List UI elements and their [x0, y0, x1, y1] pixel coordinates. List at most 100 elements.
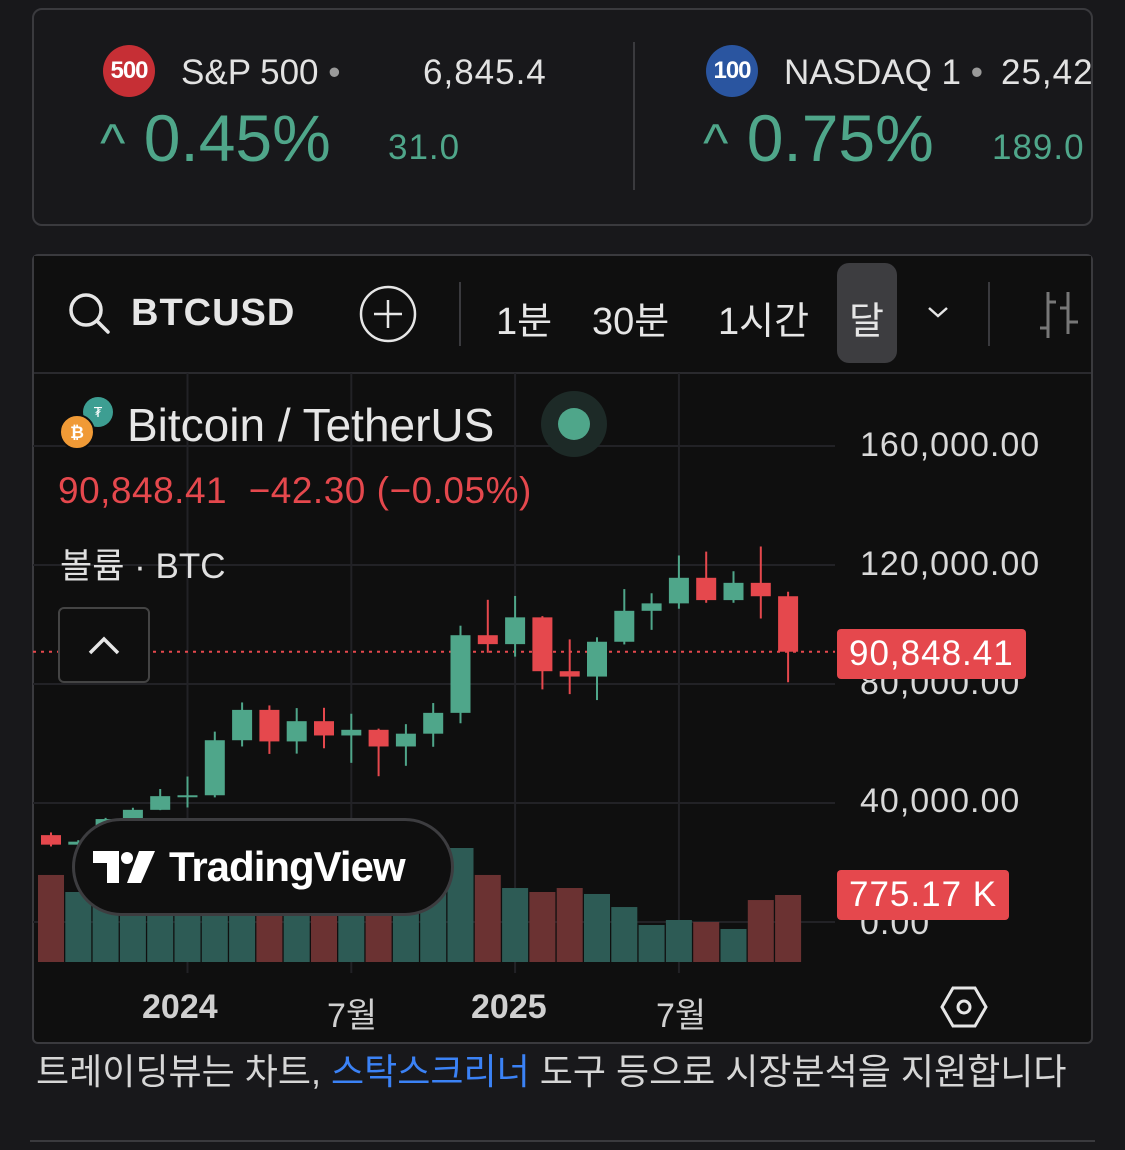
settings-icon[interactable] — [940, 985, 988, 1029]
search-icon[interactable] — [66, 290, 112, 336]
time-axis-label: 2024 — [142, 988, 218, 1026]
price-change: −42.30 (−0.05%) — [248, 470, 532, 511]
change-percent: 0.75% — [746, 101, 934, 175]
candle-body — [723, 582, 744, 601]
ticker-name: S&P 500 — [181, 53, 319, 92]
watermark-text: TradingView — [169, 843, 406, 890]
volume-bar — [611, 907, 638, 962]
price-axis-label: 120,000.00 — [860, 545, 1041, 583]
sp500-badge-text: 500 — [110, 57, 148, 84]
volume-legend[interactable]: 볼륨 · BTC — [60, 547, 226, 586]
ticker-name: NASDAQ 1 — [784, 53, 961, 92]
nasdaq-badge: 100 — [706, 45, 758, 97]
candle-body — [532, 617, 553, 672]
volume-bar — [747, 900, 774, 962]
tradingview-logo-icon — [93, 851, 155, 883]
volume-bar — [502, 888, 529, 962]
time-axis-label: 7월 — [327, 997, 378, 1035]
bar-style-icon[interactable] — [1036, 288, 1082, 342]
toolbar-separator — [459, 282, 461, 346]
stock-screener-link[interactable]: 스탁스크리너 — [330, 1051, 530, 1092]
candle-body — [750, 582, 771, 597]
volume-bar — [474, 874, 501, 962]
candle-body — [150, 796, 171, 810]
last-volume-tag: 775.17 K — [837, 870, 1010, 920]
candle-body — [177, 795, 198, 798]
candle-body — [505, 617, 526, 645]
candle-body — [587, 641, 607, 677]
candle-body — [395, 733, 416, 747]
arrow-up-icon: ^ — [100, 113, 126, 173]
candle-body — [423, 712, 444, 734]
market-status-dot: • — [970, 53, 983, 92]
ticker-divider — [633, 42, 635, 190]
volume-bar — [529, 891, 556, 962]
svg-text:₿: ₿ — [70, 423, 84, 443]
time-axis-label: 2025 — [471, 988, 547, 1026]
candle-body — [286, 721, 307, 742]
chevron-up-icon — [88, 636, 120, 655]
ticker-nasdaq-change: ^ 0.75% — [703, 100, 934, 176]
volume-bar — [584, 893, 610, 962]
ticker-nasdaq-change-abs: 189.0 — [992, 128, 1085, 167]
collapse-legend-button[interactable] — [58, 607, 150, 683]
candle-body — [232, 709, 253, 741]
ticker-nasdaq-name[interactable]: NASDAQ 1 • — [784, 53, 983, 93]
volume-bar — [638, 925, 665, 962]
candle-body — [668, 577, 689, 604]
volume-bar — [38, 874, 64, 962]
sp500-badge: 500 — [103, 45, 155, 97]
ticker-sp500-change-abs: 31.0 — [388, 128, 461, 167]
candle-body — [314, 721, 334, 736]
symbol-search-button[interactable]: BTCUSD — [131, 292, 296, 334]
volume-bar — [775, 895, 802, 962]
candle-body — [450, 635, 471, 713]
volume-bar — [665, 919, 692, 962]
toolbar-separator — [988, 282, 990, 346]
candle-body — [259, 709, 280, 742]
candle-body — [614, 610, 635, 642]
ticker-sp500-price: 6,845.4 — [423, 53, 547, 92]
change-percent: 0.45% — [143, 101, 331, 175]
symbol-title[interactable]: Bitcoin / TetherUS — [127, 399, 495, 451]
candle-body — [559, 671, 580, 677]
nasdaq-badge-text: 100 — [713, 57, 751, 84]
price-axis-label: 40,000.00 — [860, 782, 1021, 820]
ticker-card — [32, 8, 1093, 226]
volume-bar — [65, 891, 92, 962]
timeframe-1min[interactable]: 1분 — [496, 301, 553, 343]
volume-bar — [720, 928, 747, 962]
status-dot-icon — [558, 408, 590, 440]
last-price: 90,848.41 — [58, 470, 228, 511]
price-axis-label: 160,000.00 — [860, 426, 1041, 464]
candle-body — [204, 740, 225, 796]
candle-body — [341, 729, 362, 736]
candle-body — [778, 596, 799, 652]
timeframe-1hour[interactable]: 1시간 — [718, 301, 810, 343]
candle-body — [41, 835, 61, 845]
ticker-sp500-name[interactable]: S&P 500 • — [181, 53, 341, 93]
candle-body — [696, 577, 717, 601]
chevron-down-icon[interactable] — [925, 302, 951, 322]
footer-text: 트레이딩뷰는 차트, 스탁스크리너 도구 등으로 시장분석을 지원합니다 — [36, 1043, 1067, 1095]
candle-body — [368, 729, 389, 747]
tradingview-logo[interactable]: TradingView — [72, 818, 454, 916]
chart-toolbar — [34, 256, 1091, 374]
timeframe-month[interactable]: 달 — [849, 301, 884, 343]
btc-usdt-pair-icon: ₮₿ — [59, 397, 113, 450]
timeframe-30min[interactable]: 30분 — [592, 301, 670, 343]
candle-body — [477, 635, 498, 645]
volume-bar — [556, 888, 583, 962]
footer-text-before: 트레이딩뷰는 차트, — [36, 1051, 331, 1092]
candle-body — [641, 603, 662, 611]
candle-body — [122, 809, 143, 820]
ticker-nasdaq-price: 25,42 — [1001, 53, 1091, 92]
last-price-tag: 90,848.41 — [837, 629, 1026, 679]
compare-add-icon[interactable] — [359, 285, 417, 343]
volume-bar — [693, 921, 720, 962]
svg-text:₮: ₮ — [94, 406, 103, 421]
market-status-dot: • — [328, 53, 341, 92]
timeframe-active-bg — [837, 263, 897, 363]
price-change-row: 90,848.41 −42.30 (−0.05%) — [58, 470, 532, 512]
ticker-sp500-change: ^ 0.45% — [100, 100, 331, 176]
